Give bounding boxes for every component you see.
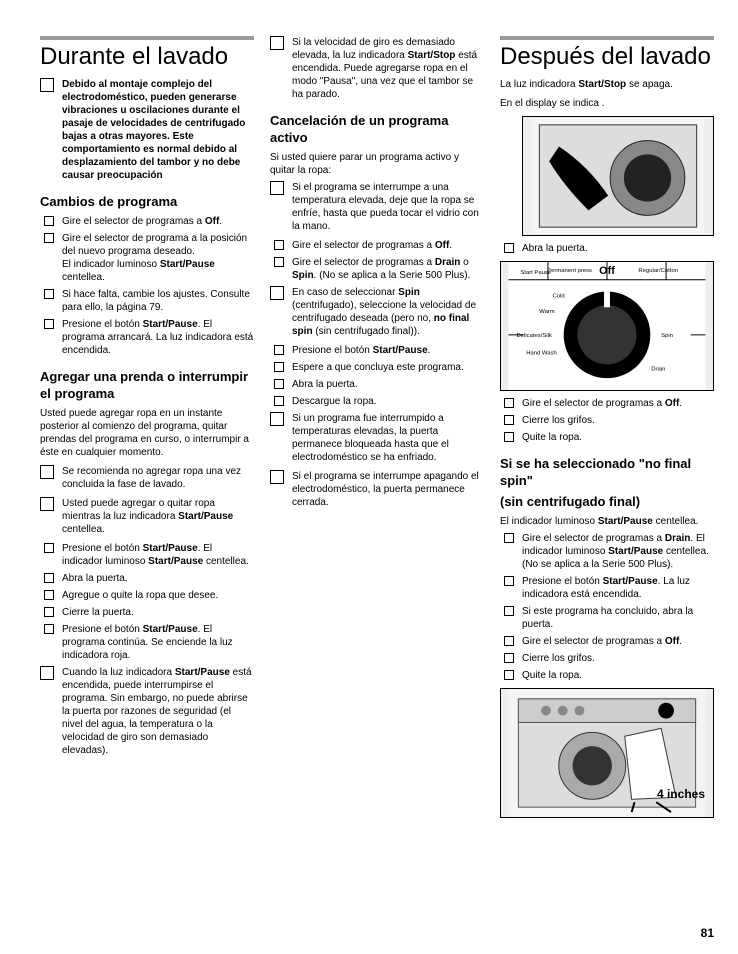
list-item: Gire el selector de programas a Off. [62,215,254,228]
list-item: Presione el botón Start/Pause. El progra… [62,623,254,662]
note-box: Usted puede agregar o quitar ropa mientr… [62,497,254,536]
svg-text:Spin: Spin [661,333,673,339]
list-item: Presione el botón Start/Pause. El progra… [62,318,254,357]
subheading-nofinalspin2: (sin centrifugado final) [500,494,714,511]
list-item: Quite la ropa. [522,431,714,444]
note-box: Si la velocidad de giro es demasiado ele… [292,36,484,101]
subheading-agregar: Agregar una prenda o interrumpir el prog… [40,369,254,403]
warning-text: Debido al montaje complejo del electrodo… [62,79,245,181]
svg-text:Drain: Drain [651,367,665,373]
svg-text:Permanent press: Permanent press [547,268,592,274]
note-box: Si el programa se interrumpe a una tempe… [292,181,484,233]
caption-list: Abra la puerta. [522,242,714,255]
figure-4inches: 4 inches [500,688,714,818]
list-item: Presione el botón Start/Pause. La luz in… [522,575,714,601]
note-box: Si el programa se interrumpe apagando el… [292,470,484,509]
intro-text: Si usted quiere parar un programa activo… [270,151,484,177]
svg-text:Regular/Cotton: Regular/Cotton [638,268,678,274]
column-1: Durante el lavado Debido al montaje comp… [40,36,254,824]
list-cambios: Gire el selector de programas a Off. Gir… [62,215,254,357]
list-after: Gire el selector de programas a Off. Cie… [522,397,714,444]
list-cancel: Gire el selector de programas a Off. Gir… [292,239,484,282]
list-item: Abra la puerta. [292,378,484,391]
inches-label: 4 inches [657,787,705,803]
list-item: Gire el selector de programas a Off. [522,397,714,410]
subheading-cambios: Cambios de programa [40,194,254,211]
list-item: Gire el selector de programa a la posici… [62,232,254,284]
svg-text:Cold: Cold [553,294,565,300]
list-item: Quite la ropa. [522,669,714,682]
column-2: Si la velocidad de giro es demasiado ele… [270,36,484,824]
dial-icon: Off Permanent press Regular/Cotton Cold … [501,262,713,390]
list-item: Abra la puerta. [522,242,714,255]
list-item: Cierre los grifos. [522,652,714,665]
text: En el display se indica . [500,97,714,110]
page-number: 81 [701,926,714,942]
svg-text:Off: Off [599,265,615,277]
washer-door-icon [523,117,713,235]
note-box: En caso de seleccionar Spin (centrifugad… [292,286,484,338]
note-box: Si un programa fue interrumpido a temper… [292,412,484,464]
section-bar [500,36,714,40]
figure-open-door [522,116,714,236]
list-item: Si hace falta, cambie los ajustes. Consu… [62,288,254,314]
page-columns: Durante el lavado Debido al montaje comp… [40,36,714,824]
warning-box: Debido al montaje complejo del electrodo… [62,78,254,182]
heading-despues: Después del lavado [500,44,714,70]
list-item: Cierre los grifos. [522,414,714,427]
figure-dial: Off Permanent press Regular/Cotton Cold … [500,261,714,391]
subheading-cancelacion: Cancelación de un programa activo [270,113,484,147]
list-item: Abra la puerta. [62,572,254,585]
list-nofinal: Gire el selector de programas a Drain. E… [522,532,714,682]
heading-durante: Durante el lavado [40,44,254,70]
list-item: Gire el selector de programas a Drain. E… [522,532,714,571]
list-item: Gire el selector de programas a Drain o … [292,256,484,282]
list-item: Presione el botón Start/Pause. [292,344,484,357]
svg-text:Delicates/Silk: Delicates/Silk [517,333,552,339]
list-item: Si este programa ha concluido, abra la p… [522,605,714,631]
column-3: Después del lavado La luz indicadora Sta… [500,36,714,824]
section-bar [40,36,254,40]
list-item: Presione el botón Start/Pause. El indica… [62,542,254,568]
svg-text:Hand Wash: Hand Wash [526,351,557,357]
intro-text: El indicador luminoso Start/Pause centel… [500,515,714,528]
svg-text:Start Pause: Start Pause [520,270,552,276]
note-box: Cuando la luz indicadora Start/Pause est… [62,666,254,757]
list-item: Gire el selector de programas a Off. [292,239,484,252]
note-box: Se recomienda no agregar ropa una vez co… [62,465,254,491]
intro-text: Usted puede agregar ropa en un instante … [40,407,254,459]
list-item: Cierre la puerta. [62,606,254,619]
list-item: Espere a que concluya este programa. [292,361,484,374]
svg-text:Warm: Warm [539,310,555,316]
subheading-nofinalspin1: Si se ha seleccionado "no final spin" [500,456,714,490]
list-item: Agregue o quite la ropa que desee. [62,589,254,602]
list-agregar: Presione el botón Start/Pause. El indica… [62,542,254,662]
text: La luz indicadora Start/Stop se apaga. [500,78,714,91]
list-cancel2: Presione el botón Start/Pause. Espere a … [292,344,484,408]
list-item: Gire el selector de programas a Off. [522,635,714,648]
list-item: Descargue la ropa. [292,395,484,408]
